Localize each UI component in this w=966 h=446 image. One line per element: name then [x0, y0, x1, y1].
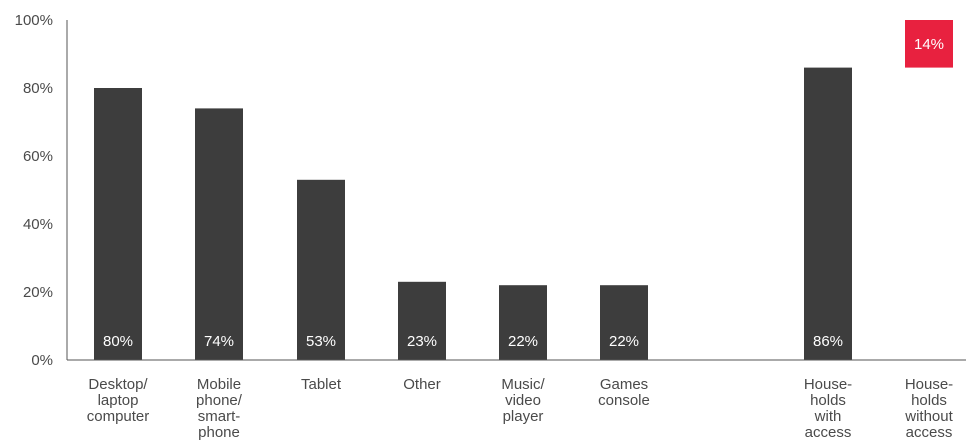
bar [94, 88, 142, 360]
bar [398, 281, 446, 360]
category-label: Desktop/laptop computer [87, 376, 150, 425]
bar-value-label: 74% [204, 333, 234, 350]
bar-value-label: 86% [813, 333, 843, 350]
category-label: Music/video player [501, 376, 545, 425]
y-tick-label: 0% [31, 352, 53, 369]
category-label: Tablet [301, 376, 342, 393]
category-label: Games console [598, 376, 650, 409]
bar [905, 20, 953, 68]
bar-value-label: 14% [914, 36, 944, 53]
bar-value-label: 22% [609, 333, 639, 350]
category-label: Other [403, 376, 441, 393]
bar [804, 67, 852, 360]
y-tick-label: 60% [23, 148, 53, 165]
y-tick-label: 100% [15, 12, 53, 29]
bar-value-label: 23% [407, 333, 437, 350]
y-tick-label: 80% [23, 80, 53, 97]
bar [499, 285, 547, 360]
bar-value-label: 53% [306, 333, 336, 350]
y-tick-label: 40% [23, 216, 53, 233]
category-label: House-holds with access [804, 376, 852, 441]
bar [195, 108, 243, 361]
y-tick-label: 20% [23, 284, 53, 301]
y-axis-ticks: 0% 20% 40% 60% 80% 100% [15, 12, 53, 369]
bar-value-label: 80% [103, 333, 133, 350]
bar [600, 285, 648, 360]
bar-value-label: 22% [508, 333, 538, 350]
category-label: Mobile phone/smart-phone [196, 376, 243, 441]
category-labels: Desktop/laptop computer Mobile phone/smart-… [87, 376, 954, 441]
bars: 80% 74% 53% 23% 22% 22% 86% 14% [94, 20, 953, 361]
category-label: House-holds without access [904, 376, 953, 441]
bar [297, 179, 345, 360]
